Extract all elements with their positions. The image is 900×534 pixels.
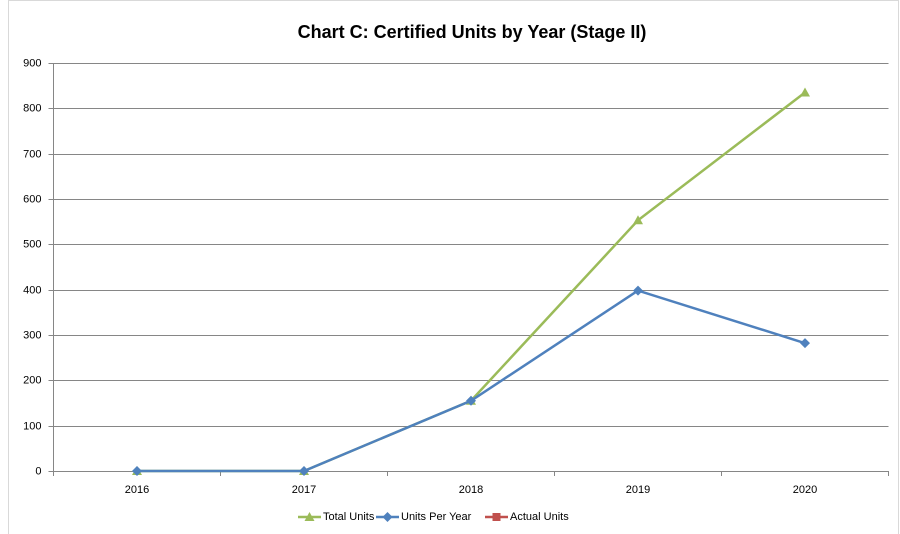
marker: [633, 215, 643, 225]
marker: [299, 466, 309, 476]
y-tick-label: 300: [23, 329, 41, 341]
legend-label: Actual Units: [510, 511, 569, 523]
marker: [492, 513, 501, 521]
marker: [633, 285, 643, 296]
x-tick-label: 2017: [292, 484, 316, 496]
marker: [304, 512, 315, 521]
legend-label: Total Units: [323, 511, 375, 523]
chart-frame: [8, 0, 899, 534]
y-tick-label: 600: [23, 193, 41, 205]
marker: [800, 338, 810, 349]
y-tick-label: 0: [35, 465, 41, 477]
x-tick-label: 2019: [626, 484, 650, 496]
x-tick-label: 2016: [125, 484, 149, 496]
y-tick-label: 400: [23, 284, 41, 296]
y-tick-label: 900: [23, 57, 41, 69]
y-tick-label: 500: [23, 238, 41, 250]
marker: [382, 512, 393, 522]
x-tick-label: 2020: [793, 484, 817, 496]
y-tick-label: 800: [23, 102, 41, 114]
chart-title: Chart C: Certified Units by Year (Stage …: [298, 22, 647, 42]
y-tick-label: 100: [23, 420, 41, 432]
marker: [800, 87, 810, 97]
x-tick-label: 2018: [459, 484, 483, 496]
y-tick-label: 200: [23, 374, 41, 386]
marker: [466, 395, 476, 406]
y-tick-label: 700: [23, 148, 41, 160]
marker: [132, 466, 142, 476]
legend-label: Units Per Year: [401, 511, 472, 523]
